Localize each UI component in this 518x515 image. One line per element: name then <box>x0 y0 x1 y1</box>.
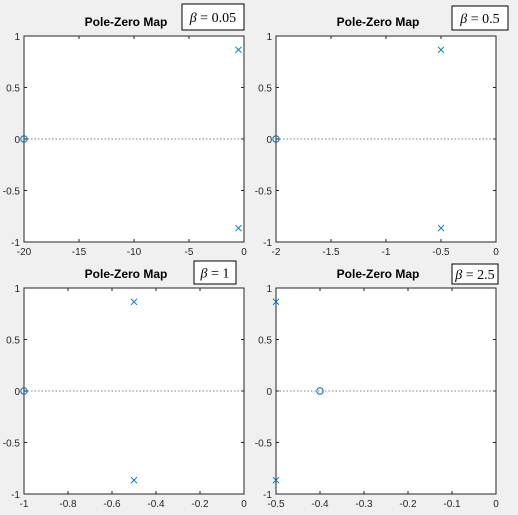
pole-marker-2 <box>437 224 445 232</box>
y-tick-label-m1: -1 <box>11 238 20 249</box>
x-tick-label-0: 0 <box>493 247 499 258</box>
y-tick-label-0p5: 0.5 <box>6 336 20 347</box>
x-tick-label-m0p8: -0.8 <box>59 499 77 510</box>
x-tick-label-m0p1: -0.1 <box>443 499 461 510</box>
pole-marker-1 <box>130 298 138 306</box>
pole-marker-2 <box>235 224 242 232</box>
y-tick-label-m1: -1 <box>11 490 20 501</box>
x-tick-label-m0p4: -0.4 <box>311 499 329 510</box>
x-tick-label-0: 0 <box>241 499 247 510</box>
y-tick-label-1: 1 <box>14 32 20 43</box>
beta-annotation-text: β = 2.5 <box>454 268 494 283</box>
beta-annotation: β = 2.5 <box>451 263 499 285</box>
x-tick-label-m5: -5 <box>185 247 194 258</box>
x-tick-label-m0p2: -0.2 <box>191 499 209 510</box>
pole-marker-1 <box>272 298 280 306</box>
beta-annotation-text: β = 0.5 <box>459 12 499 27</box>
y-tick-label-0: 0 <box>266 387 272 398</box>
x-tick-label-m0p6: -0.6 <box>103 499 121 510</box>
y-tick-label-0: 0 <box>14 387 20 398</box>
beta-annotation: β = 0.5 <box>451 5 509 31</box>
y-tick-label-m0p5: -0.5 <box>255 187 273 198</box>
y-tick-label-0p5: 0.5 <box>258 84 272 95</box>
y-tick-label-m0p5: -0.5 <box>255 439 273 450</box>
pole-zero-panel-1: -20 -15 -10 -5 0 -1 -0.5 0 0.5 1 Pole-Zero Map β = … <box>3 3 247 258</box>
y-tick-label-1: 1 <box>266 284 272 295</box>
pole-zero-panel-2: -2 -1.5 -1 -0.5 0 -1 -0.5 0 0.5 1 Pole-Zero Map β =… <box>255 5 509 258</box>
chart-title: Pole-Zero Map <box>85 15 168 29</box>
y-tick-label-1: 1 <box>266 32 272 43</box>
y-tick-label-m1: -1 <box>263 490 272 501</box>
x-tick-label-m1p5: -1.5 <box>322 247 340 258</box>
y-tick-label-m1: -1 <box>263 238 272 249</box>
x-tick-label-0: 0 <box>493 499 499 510</box>
x-tick-label-m2: -2 <box>272 247 281 258</box>
beta-annotation: β = 1 <box>193 260 237 285</box>
x-tick-label-m0p4: -0.4 <box>147 499 165 510</box>
zero-marker-1 <box>20 387 28 395</box>
chart-title: Pole-Zero Map <box>85 267 168 281</box>
x-tick-label-m0p5: -0.5 <box>432 247 450 258</box>
x-tick-label-m10: -10 <box>127 247 142 258</box>
pole-marker-2 <box>130 476 138 484</box>
x-tick-label-0: 0 <box>241 247 247 258</box>
zero-marker-1 <box>316 387 324 395</box>
x-tick-label-m1: -1 <box>20 499 29 510</box>
x-tick-label-m20: -20 <box>17 247 32 258</box>
zero-marker-1 <box>272 135 280 143</box>
y-tick-label-0: 0 <box>14 135 20 146</box>
x-tick-label-m0p2: -0.2 <box>399 499 417 510</box>
y-tick-label-0p5: 0.5 <box>6 84 20 95</box>
pole-marker-2 <box>272 476 280 484</box>
pole-marker-1 <box>437 46 445 54</box>
zero-marker-1 <box>20 135 28 143</box>
beta-annotation-text: β = 1 <box>200 267 230 282</box>
x-tick-label-m0p3: -0.3 <box>355 499 373 510</box>
y-tick-label-m0p5: -0.5 <box>3 187 21 198</box>
x-tick-label-m15: -15 <box>72 247 87 258</box>
x-tick-label-m1: -1 <box>382 247 391 258</box>
y-tick-label-0: 0 <box>266 135 272 146</box>
beta-annotation: β = 0.05 <box>181 3 245 31</box>
beta-annotation-text: β = 0.05 <box>189 11 236 26</box>
pole-zero-panel-3: -1 -0.8 -0.6 -0.4 -0.2 0 -1 -0.5 0 0.5 1 Pole-Zero … <box>3 260 247 510</box>
pole-marker-1 <box>235 46 242 54</box>
chart-title: Pole-Zero Map <box>337 267 420 281</box>
y-tick-label-m0p5: -0.5 <box>3 439 21 450</box>
x-tick-label-m0p5: -0.5 <box>267 499 285 510</box>
chart-title: Pole-Zero Map <box>337 15 420 29</box>
y-tick-label-1: 1 <box>14 284 20 295</box>
pole-zero-panel-4: -0.5 -0.4 -0.3 -0.2 -0.1 0-1-0.500.51Pole-Zer… <box>255 263 499 510</box>
y-tick-label-0p5: 0.5 <box>258 336 272 347</box>
